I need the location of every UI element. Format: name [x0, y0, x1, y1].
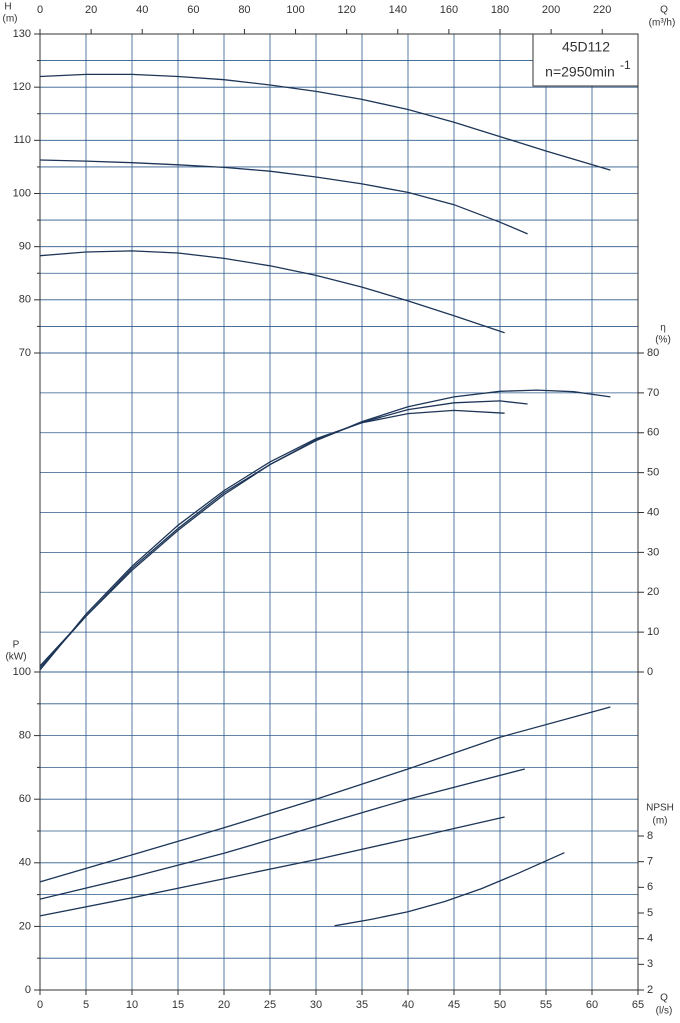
y-tick-label: 70	[647, 387, 659, 399]
y-tick-label: 3	[647, 958, 653, 970]
y-tick-label: 0	[647, 666, 653, 678]
annotation-box	[532, 33, 639, 87]
x2-axis-label: Q	[660, 5, 668, 16]
x-tick-label: 10	[126, 999, 138, 1011]
y-tick-label: 80	[19, 730, 31, 742]
speed-exponent: -1	[620, 58, 631, 72]
x-tick-label: 20	[218, 999, 230, 1011]
curve	[39, 409, 505, 671]
y-tick-label: 100	[13, 666, 31, 678]
y-tick-label: 50	[647, 467, 659, 479]
y-axis-unit: (m)	[653, 816, 668, 827]
y-tick-label: 100	[13, 187, 31, 199]
y-tick-label: 2	[647, 984, 653, 996]
x2-tick-label: 140	[389, 4, 407, 16]
y-tick-label: 20	[647, 586, 659, 598]
y-tick-label: 10	[647, 626, 659, 638]
y-axis-label: P	[13, 640, 20, 651]
y-tick-label: 30	[647, 546, 659, 558]
speed-label: n=2950min	[545, 64, 615, 80]
x2-tick-label: 80	[238, 4, 250, 16]
y-axis-unit: (m)	[3, 14, 18, 25]
x-tick-label: 60	[586, 999, 598, 1011]
x-tick-label: 45	[448, 999, 460, 1011]
y-tick-label: 5	[647, 907, 653, 919]
curve	[334, 852, 565, 927]
y-tick-label: 130	[13, 28, 31, 40]
curve	[39, 250, 505, 334]
x-axis-label: Q	[660, 993, 668, 1004]
y-tick-label: 40	[647, 506, 659, 518]
x-tick-label: 40	[402, 999, 414, 1011]
y-axis-unit: (kW)	[5, 652, 26, 663]
x2-tick-label: 40	[136, 4, 148, 16]
y-tick-label: 40	[19, 857, 31, 869]
y-tick-label: 120	[13, 81, 31, 93]
y-tick-label: 20	[19, 920, 31, 932]
x-tick-label: 65	[632, 999, 644, 1011]
plot-frame	[39, 33, 639, 991]
x2-tick-label: 0	[37, 4, 43, 16]
x-tick-label: 35	[356, 999, 368, 1011]
y-tick-label: 60	[19, 793, 31, 805]
y-tick-label: 7	[647, 856, 653, 868]
x-tick-label: 25	[264, 999, 276, 1011]
y-axis-unit: (%)	[655, 335, 671, 346]
x-tick-label: 5	[83, 999, 89, 1011]
y-tick-label: 0	[25, 984, 31, 996]
y-tick-label: 90	[19, 241, 31, 253]
x2-tick-label: 220	[593, 4, 611, 16]
curve	[39, 73, 611, 171]
x2-tick-label: 160	[440, 4, 458, 16]
y-tick-label: 8	[647, 830, 653, 842]
x2-tick-label: 120	[337, 4, 355, 16]
x2-tick-label: 180	[491, 4, 509, 16]
curve	[39, 389, 611, 667]
y-tick-label: 80	[19, 294, 31, 306]
curve	[39, 768, 525, 900]
y-tick-label: 110	[13, 134, 31, 146]
y-tick-label: 6	[647, 881, 653, 893]
x2-axis-unit: (m³/h)	[649, 18, 676, 29]
x2-tick-label: 100	[286, 4, 304, 16]
curve	[39, 400, 528, 669]
y-tick-label: 80	[647, 347, 659, 359]
x2-tick-label: 20	[85, 4, 97, 16]
x-tick-label: 55	[540, 999, 552, 1011]
x-axis-unit: (l/s)	[656, 1006, 673, 1017]
model-label: 45D112	[562, 39, 610, 55]
curve	[39, 159, 528, 235]
x-tick-label: 15	[172, 999, 184, 1011]
y-tick-label: 60	[647, 427, 659, 439]
x-tick-label: 0	[37, 999, 43, 1011]
y-tick-label: 4	[647, 933, 653, 945]
y-axis-label: η	[660, 323, 666, 334]
y-axis-label: H	[4, 2, 11, 13]
y-axis-label: NPSH	[646, 803, 674, 814]
curve	[39, 816, 505, 917]
curve	[39, 706, 611, 883]
y-tick-label: 70	[19, 347, 31, 359]
x-tick-label: 50	[494, 999, 506, 1011]
x2-tick-label: 60	[187, 4, 199, 16]
x2-tick-label: 200	[542, 4, 560, 16]
x-tick-label: 30	[310, 999, 322, 1011]
